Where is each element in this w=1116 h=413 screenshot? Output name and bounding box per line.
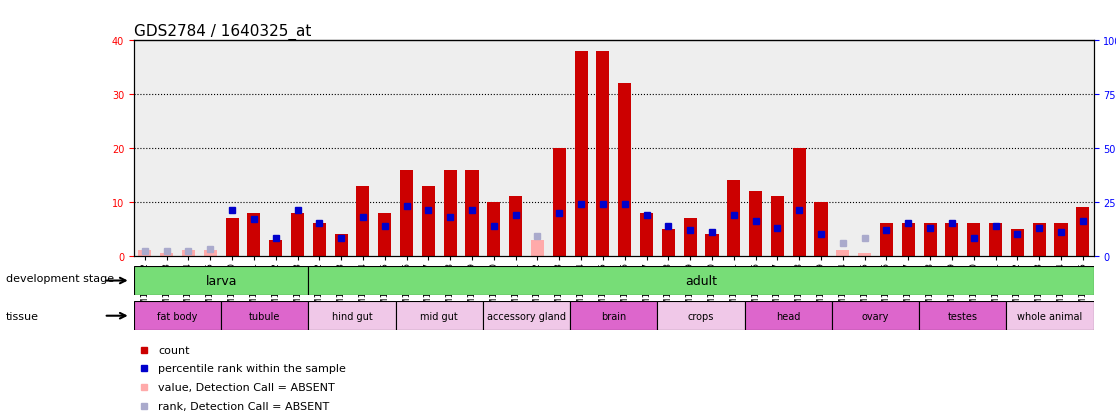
Bar [488,202,500,256]
Bar [684,218,696,256]
Bar [552,149,566,256]
Bar [356,186,369,256]
Bar [509,197,522,256]
FancyBboxPatch shape [308,301,396,330]
Text: mid gut: mid gut [421,311,459,321]
Bar [248,213,260,256]
Text: testes: testes [947,311,978,321]
Bar [575,52,588,256]
Bar [792,149,806,256]
Bar [465,170,479,256]
Text: tissue: tissue [6,311,39,321]
Bar [1076,208,1089,256]
Text: hind gut: hind gut [331,311,373,321]
Text: rank, Detection Call = ABSENT: rank, Detection Call = ABSENT [158,401,329,411]
Bar [662,229,675,256]
FancyBboxPatch shape [134,301,221,330]
Bar [989,224,1002,256]
FancyBboxPatch shape [134,266,308,295]
Text: percentile rank within the sample: percentile rank within the sample [158,363,346,373]
Bar [836,251,849,256]
Bar [968,224,980,256]
Bar [815,202,828,256]
Text: fat body: fat body [157,311,198,321]
Text: adult: adult [685,274,718,287]
Bar [204,251,217,256]
Bar [1055,224,1068,256]
Bar [749,192,762,256]
FancyBboxPatch shape [744,301,831,330]
Text: tubule: tubule [249,311,280,321]
Bar [138,251,152,256]
Text: development stage: development stage [6,274,114,284]
FancyBboxPatch shape [920,301,1007,330]
Text: brain: brain [602,311,626,321]
Text: crops: crops [687,311,714,321]
Bar [444,170,456,256]
Bar [335,235,348,256]
Bar [945,224,959,256]
Bar [160,253,173,256]
Bar [618,84,632,256]
Bar [291,213,304,256]
Bar [705,235,719,256]
Bar [400,170,413,256]
FancyBboxPatch shape [308,266,1094,295]
Bar [771,197,783,256]
Bar [879,224,893,256]
FancyBboxPatch shape [570,301,657,330]
Text: count: count [158,345,190,355]
Bar [225,218,239,256]
FancyBboxPatch shape [831,301,920,330]
Text: ovary: ovary [862,311,889,321]
FancyBboxPatch shape [221,301,308,330]
Bar [182,251,195,256]
Bar [312,224,326,256]
Bar [531,240,543,256]
Bar [728,181,740,256]
Bar [858,253,872,256]
Bar [639,213,653,256]
Bar [1032,224,1046,256]
Text: head: head [776,311,800,321]
Bar [924,224,936,256]
Text: value, Detection Call = ABSENT: value, Detection Call = ABSENT [158,382,335,392]
FancyBboxPatch shape [1007,301,1094,330]
FancyBboxPatch shape [396,301,483,330]
Bar [902,224,915,256]
Text: GDS2784 / 1640325_at: GDS2784 / 1640325_at [134,24,311,40]
FancyBboxPatch shape [483,301,570,330]
Bar [422,186,435,256]
Text: whole animal: whole animal [1018,311,1083,321]
Text: larva: larva [205,274,237,287]
Bar [1011,229,1023,256]
Bar [596,52,609,256]
Text: accessory gland: accessory gland [487,311,566,321]
FancyBboxPatch shape [657,301,744,330]
Bar [378,213,392,256]
Bar [269,240,282,256]
